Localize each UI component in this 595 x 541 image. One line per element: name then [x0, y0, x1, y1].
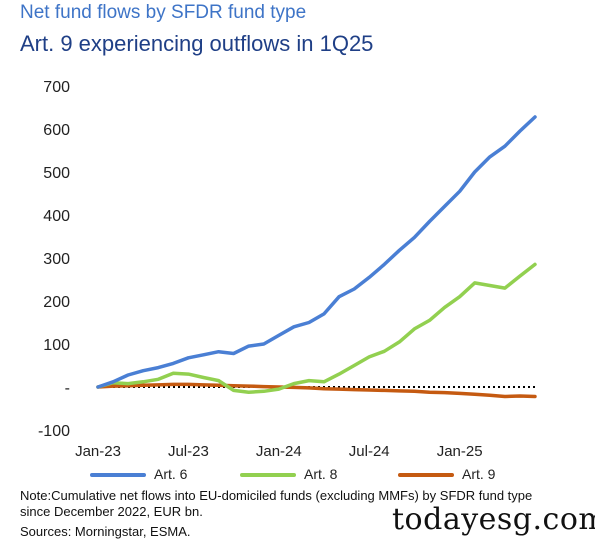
legend-swatch-art6 [90, 473, 146, 478]
series-line-art6 [96, 115, 537, 389]
y-tick-label: 600 [43, 122, 70, 139]
y-tick-label: 200 [43, 294, 70, 311]
x-tick-label: Jan-24 [256, 443, 302, 460]
chart-note: Note:Cumulative net flows into EU-domici… [20, 488, 533, 519]
x-tick-label: Jul-23 [168, 443, 209, 460]
y-tick-label: 500 [43, 165, 70, 182]
x-tick-label: Jan-25 [437, 443, 483, 460]
x-tick-label: Jan-23 [75, 443, 121, 460]
watermark-text: todayesg.com [392, 502, 595, 537]
legend-item-art8: Art. 8 [240, 466, 337, 482]
chart-subtitle: Art. 9 experiencing outflows in 1Q25 [20, 31, 374, 56]
legend-label-art8: Art. 8 [304, 466, 338, 482]
legend-swatch-art9 [398, 473, 454, 478]
chart-title: Net fund flows by SFDR fund type [20, 2, 307, 23]
chart-source: Sources: Morningstar, ESMA. [20, 524, 191, 539]
series-line-art8 [96, 262, 537, 394]
legend-label-art9: Art. 9 [462, 466, 496, 482]
legend-label-art6: Art. 6 [154, 466, 188, 482]
x-tick-label: Jul-24 [349, 443, 390, 460]
y-tick-label: -100 [38, 423, 70, 440]
y-tick-label: - [65, 380, 70, 397]
y-tick-label: 300 [43, 251, 70, 268]
legend-item-art9: Art. 9 [398, 466, 495, 482]
y-tick-label: 100 [43, 337, 70, 354]
series-line-art9 [96, 382, 537, 399]
legend-swatch-art8 [240, 473, 296, 478]
y-tick-label: 400 [43, 208, 70, 225]
legend-item-art6: Art. 6 [90, 466, 187, 482]
y-tick-label: 700 [43, 79, 70, 96]
